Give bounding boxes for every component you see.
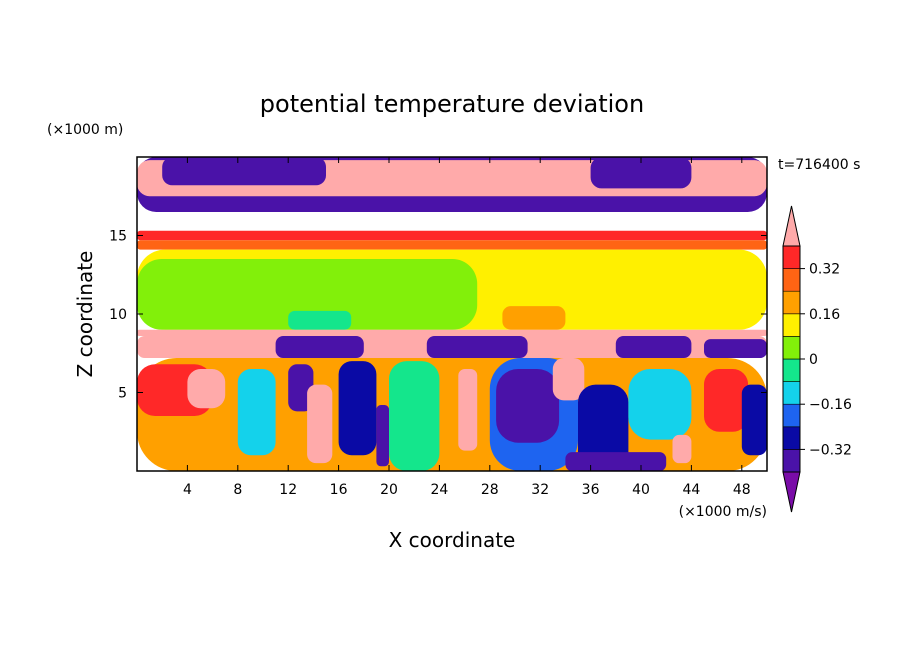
colorbar-tick-label: 0.16	[809, 307, 840, 323]
x-tick-label: 32	[531, 482, 549, 498]
contour-region-10	[137, 329, 767, 336]
colorbar-bin	[782, 426, 801, 450]
colorbar-tick-label: 0	[809, 352, 818, 368]
colorbar-tick-label: −0.16	[809, 397, 852, 413]
colorbar-extend-high	[782, 205, 801, 247]
contour-region-12	[275, 335, 364, 358]
colorbar: 0.32 0.16 0 −0.16 −0.32	[782, 205, 852, 513]
contour-region-15	[704, 339, 767, 358]
colorbar-bin	[782, 358, 801, 382]
contour-region-3	[590, 157, 692, 189]
x-tick-label: 12	[279, 482, 297, 498]
x-unit-label: (×1000 m/s)	[679, 504, 767, 520]
y-tick-label: 10	[109, 307, 127, 323]
contour-region-5	[137, 240, 767, 250]
colorbar-bin	[782, 381, 801, 405]
contour-region-8	[288, 310, 352, 330]
x-axis: 4 8 12 16 20 24 28 32 36 40 44 48	[183, 157, 751, 498]
x-tick-label: 24	[430, 482, 448, 498]
contour-region-23	[376, 405, 389, 467]
x-axis-label: X coordinate	[389, 528, 516, 552]
contour-region-25	[458, 368, 478, 451]
contour-region-13	[426, 335, 528, 358]
contour-region-18	[187, 368, 226, 409]
x-tick-label: 40	[632, 482, 650, 498]
colorbar-bin	[782, 245, 801, 269]
colorbar-bin	[782, 313, 801, 337]
x-tick-label: 36	[582, 482, 600, 498]
x-tick-label: 28	[481, 482, 499, 498]
y-unit-label: (×1000 m)	[47, 122, 123, 138]
contour-region-21	[307, 384, 333, 464]
contour-region-19	[237, 368, 276, 456]
colorbar-bin	[782, 290, 801, 315]
colorbar-bin	[782, 449, 801, 473]
contour-region-22	[338, 361, 377, 456]
y-tick-label: 5	[118, 386, 127, 402]
contour-region-4	[137, 230, 767, 241]
chart-title: potential temperature deviation	[260, 90, 644, 118]
time-label: t=716400 s	[778, 157, 860, 173]
contour-region-29	[578, 384, 629, 471]
colorbar-bin	[782, 268, 801, 292]
colorbar-tick-label: 0.32	[809, 262, 840, 278]
contour-plot-area	[137, 157, 767, 471]
colorbar-bin	[782, 336, 801, 360]
contour-region-7	[137, 259, 478, 330]
x-tick-label: 4	[183, 482, 192, 498]
contour-region-28	[552, 357, 585, 401]
colorbar-bin	[782, 403, 801, 428]
contour-region-14	[615, 335, 692, 358]
contour-region-27	[496, 368, 560, 443]
contour-region-30	[565, 452, 667, 471]
y-tick-label: 15	[109, 229, 127, 245]
contour-region-24	[389, 361, 440, 471]
x-tick-label: 48	[733, 482, 751, 498]
contour-region-2	[162, 157, 326, 186]
contour-region-33	[704, 368, 749, 432]
y-axis-label: Z coordinate	[73, 251, 97, 378]
contour-region-31	[628, 368, 692, 440]
x-tick-label: 8	[233, 482, 242, 498]
x-tick-label: 16	[330, 482, 348, 498]
y-axis: 5 10 15	[109, 229, 767, 402]
colorbar-tick-label: −0.32	[809, 442, 852, 458]
colorbar-extend-low	[782, 471, 801, 513]
x-tick-label: 20	[380, 482, 398, 498]
contour-region-32	[672, 434, 692, 464]
contour-region-9	[502, 306, 566, 330]
x-tick-label: 44	[682, 482, 700, 498]
contour-region-34	[741, 384, 767, 456]
